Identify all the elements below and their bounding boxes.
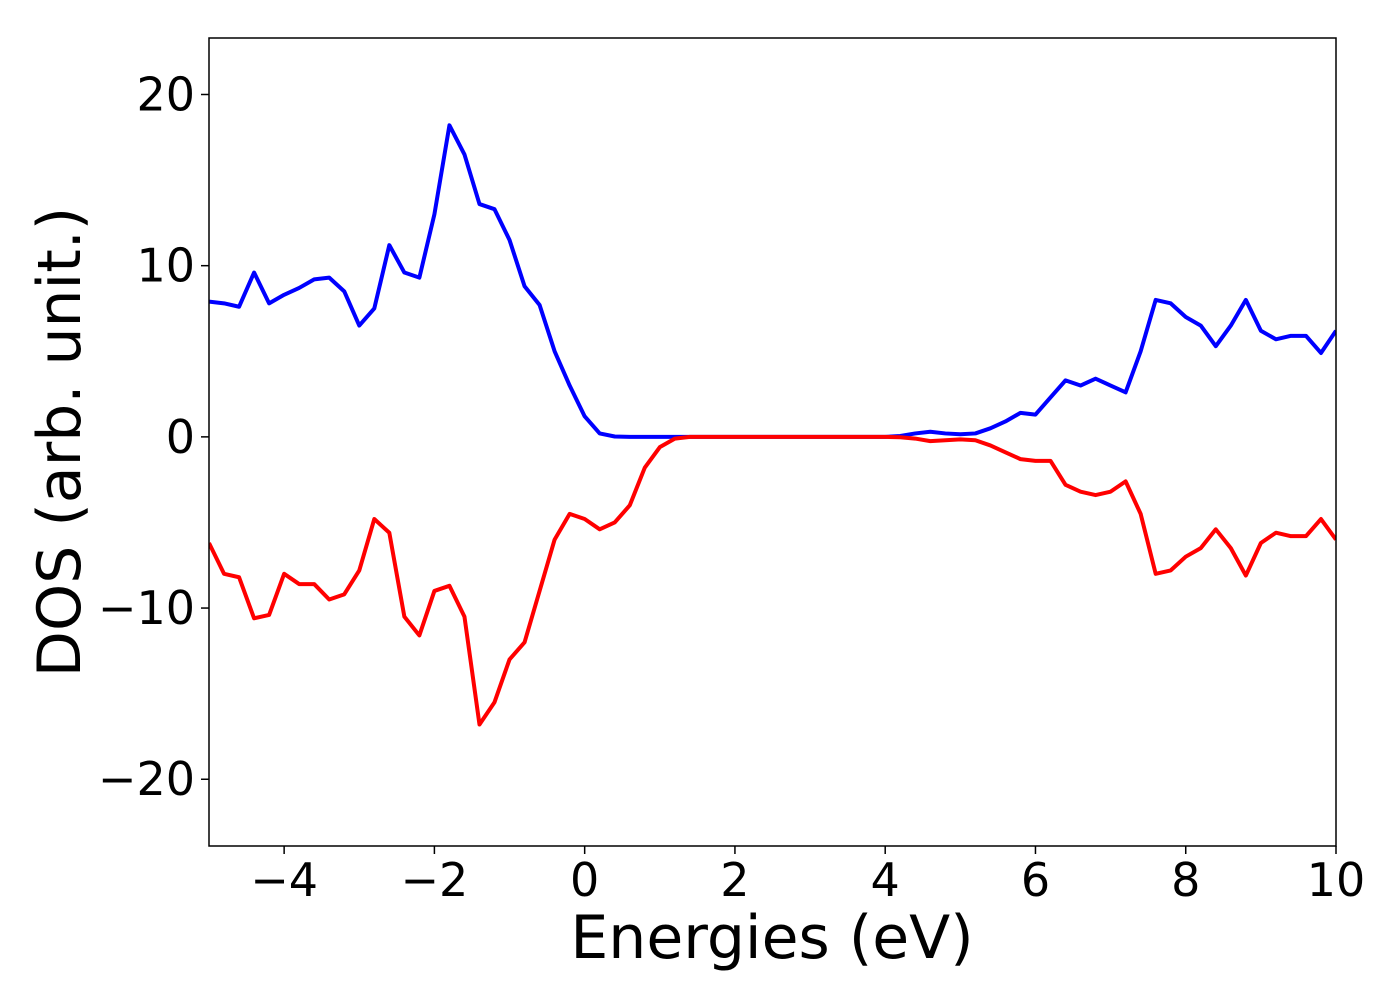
y-axis-label: DOS (arb. unit.)	[25, 207, 95, 677]
y-tick-label: −10	[98, 581, 195, 635]
plot-frame	[208, 37, 1337, 847]
x-tick-label: 4	[871, 853, 900, 907]
x-tick-label: −4	[250, 853, 318, 907]
x-tick-label: 6	[1021, 853, 1050, 907]
y-tick-label: 0	[166, 410, 195, 464]
data-line	[209, 434, 1336, 727]
x-axis-label: Energies (eV)	[570, 903, 973, 973]
x-tick-label: 0	[570, 853, 599, 907]
y-tick-label: −20	[98, 752, 195, 806]
x-tick-label: 10	[1307, 853, 1366, 907]
data-line	[209, 123, 1336, 439]
x-tick-label: 2	[720, 853, 749, 907]
y-tick-label: 10	[136, 239, 195, 293]
x-tick-label: −2	[400, 853, 468, 907]
x-tick-label: 8	[1171, 853, 1200, 907]
y-tick-label: 20	[136, 67, 195, 121]
